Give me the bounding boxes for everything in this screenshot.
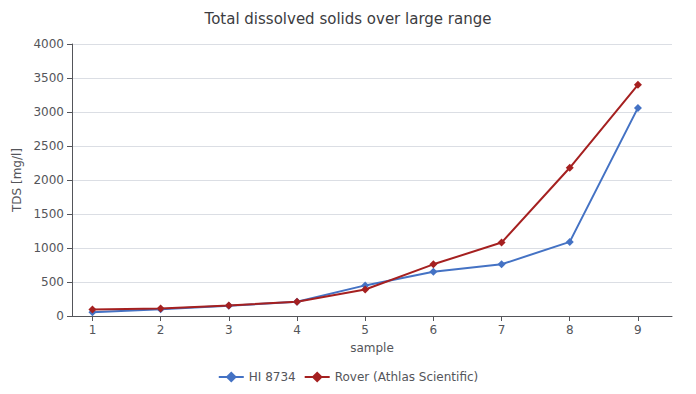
svg-text:500: 500 xyxy=(41,275,64,289)
svg-text:3: 3 xyxy=(225,323,233,337)
svg-text:Rover (Athlas Scientific): Rover (Athlas Scientific) xyxy=(335,370,479,384)
svg-text:4000: 4000 xyxy=(33,37,64,51)
svg-text:1500: 1500 xyxy=(33,207,64,221)
svg-text:7: 7 xyxy=(498,323,506,337)
svg-text:2: 2 xyxy=(157,323,165,337)
svg-text:3500: 3500 xyxy=(33,71,64,85)
svg-text:9: 9 xyxy=(634,323,642,337)
svg-text:8: 8 xyxy=(566,323,574,337)
svg-text:2000: 2000 xyxy=(33,173,64,187)
svg-text:sample: sample xyxy=(350,341,394,355)
svg-text:TDS [mg/l]: TDS [mg/l] xyxy=(10,148,24,213)
svg-text:1000: 1000 xyxy=(33,241,64,255)
svg-text:6: 6 xyxy=(430,323,438,337)
svg-text:3000: 3000 xyxy=(33,105,64,119)
svg-text:2500: 2500 xyxy=(33,139,64,153)
svg-text:5: 5 xyxy=(361,323,369,337)
svg-text:0: 0 xyxy=(56,309,64,323)
svg-text:Total dissolved solids over la: Total dissolved solids over large range xyxy=(204,10,492,28)
svg-text:4: 4 xyxy=(293,323,301,337)
svg-text:HI 8734: HI 8734 xyxy=(249,370,296,384)
svg-text:1: 1 xyxy=(89,323,97,337)
